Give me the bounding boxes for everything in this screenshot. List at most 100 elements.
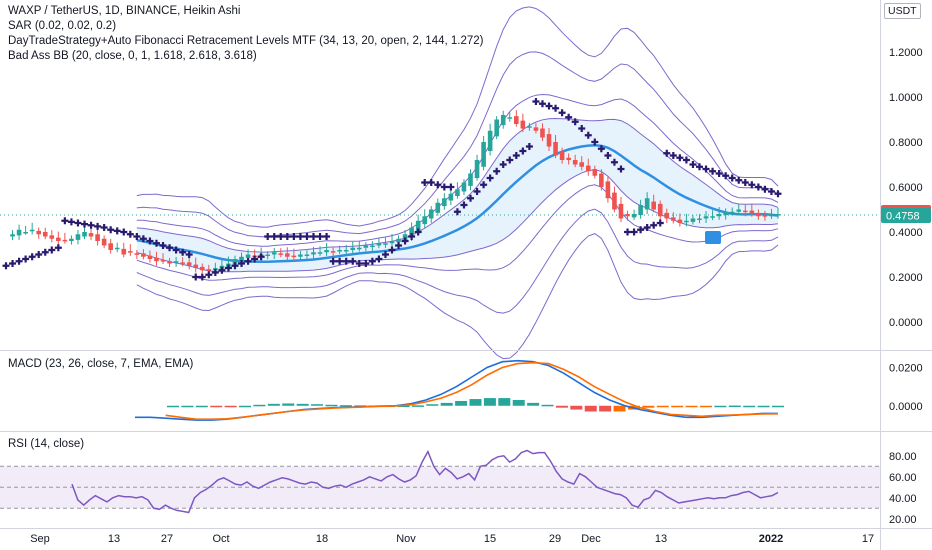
candle-body [742, 210, 748, 213]
sar-point [152, 239, 160, 247]
sar-point [512, 152, 520, 159]
candle-body [324, 250, 329, 253]
candle-body [199, 266, 205, 271]
sar-point [754, 183, 762, 191]
macd-histogram-bar [555, 405, 568, 408]
sar-point [231, 262, 239, 270]
sar-point [545, 102, 553, 110]
rsi-legend[interactable]: RSI (14, close) [8, 437, 84, 452]
rsi-tick-label: 60.00 [889, 472, 917, 484]
candle-body [402, 234, 408, 240]
legend-rsi[interactable]: RSI (14, close) [8, 438, 85, 450]
candle-body [389, 241, 395, 244]
sar-point [185, 251, 193, 258]
price-tick-label: 0.4000 [889, 227, 923, 239]
sar-point [447, 183, 455, 191]
legend-bad-ass-bb[interactable]: Bad Ass BB (20, close, 0, 1, 1.618, 2.61… [8, 50, 257, 62]
candle-body [239, 256, 244, 262]
candle-body [311, 252, 316, 255]
candle-body [304, 254, 310, 256]
macd-histogram-bar [411, 405, 424, 407]
candle-body [684, 220, 689, 223]
sar-point [761, 185, 769, 193]
sar-point [277, 233, 285, 240]
sar-point [624, 228, 632, 236]
macd-histogram-bar [440, 402, 453, 406]
sar-point [139, 235, 147, 243]
candle-body [167, 261, 172, 264]
candle-body [710, 216, 715, 218]
sar-point [316, 233, 324, 240]
rsi-tick-label: 80.00 [889, 451, 917, 463]
candle-body [749, 210, 755, 214]
macd-histogram-bar [210, 405, 223, 408]
candle-body [376, 243, 382, 246]
candle-body [285, 253, 290, 257]
sar-point [604, 152, 612, 159]
candle-body [36, 230, 42, 235]
candle-body [703, 216, 709, 219]
candle-body [370, 245, 375, 247]
candle-body [697, 218, 702, 220]
candle-body [114, 247, 120, 250]
candle-body [723, 211, 728, 216]
macd-histogram-bar [728, 405, 741, 408]
sar-point [486, 174, 494, 182]
macd-histogram-bar [599, 405, 612, 412]
sar-point [460, 201, 468, 209]
legend-macd[interactable]: MACD (23, 26, close, 7, EMA, EMA) [8, 358, 194, 370]
sar-point [244, 257, 252, 265]
sar-point [87, 221, 95, 229]
sar-point [584, 131, 592, 139]
candle-body [461, 182, 467, 192]
sar-point [767, 188, 775, 195]
candle-body [428, 209, 434, 219]
candle-body [769, 214, 774, 217]
candle-body [265, 254, 270, 256]
sar-point [682, 156, 690, 164]
sar-point [67, 218, 75, 226]
currency-selector[interactable]: USDT [884, 3, 921, 19]
sar-point [303, 233, 311, 240]
sar-point [28, 253, 36, 261]
sar-point [689, 161, 697, 168]
macd-histogram-bar [498, 398, 511, 406]
candle-body [95, 234, 100, 241]
candle-body [343, 250, 349, 252]
sar-point [166, 244, 174, 252]
sar-point [126, 230, 134, 238]
rsi-tick-label: 20.00 [889, 514, 917, 526]
candle-body [396, 238, 401, 243]
sar-point [702, 165, 710, 173]
sar-point [159, 242, 167, 249]
sar-point [467, 194, 475, 202]
legend-symbol[interactable]: WAXP / TetherUS, 1D, BINANCE, Heikin Ash… [8, 5, 241, 17]
legend-sar[interactable]: SAR (0.02, 0.02, 0.2) [8, 20, 117, 32]
macd-histogram-bar [325, 404, 338, 407]
sar-point [388, 246, 396, 254]
sar-point [107, 226, 115, 234]
rsi-band-fill [0, 466, 880, 509]
candle-body [775, 214, 781, 216]
main-legend: WAXP / TetherUS, 1D, BINANCE, Heikin Ash… [8, 4, 483, 64]
candle-body [546, 134, 552, 147]
macd-legend[interactable]: MACD (23, 26, close, 7, EMA, EMA) [8, 357, 193, 372]
macd-histogram-bar [642, 405, 655, 408]
price-tick-label: 0.8000 [889, 137, 923, 149]
candle-body [330, 251, 336, 253]
time-tick-label: 27 [161, 533, 173, 545]
sar-point [375, 255, 383, 263]
sar-point [519, 147, 527, 155]
sar-point [538, 100, 546, 108]
sar-point [355, 260, 363, 267]
legend-daytrade-strategy[interactable]: DayTradeStrategy+Auto Fibonacci Retracem… [8, 35, 484, 47]
candle-body [716, 214, 722, 217]
macd-histogram-bar [757, 405, 770, 408]
sar-point [205, 271, 213, 279]
price-tick-label: 1.2000 [889, 47, 923, 59]
candle-body [756, 212, 761, 217]
bb-band-line [136, 117, 779, 253]
sar-point [270, 233, 278, 240]
sar-point [493, 167, 501, 175]
